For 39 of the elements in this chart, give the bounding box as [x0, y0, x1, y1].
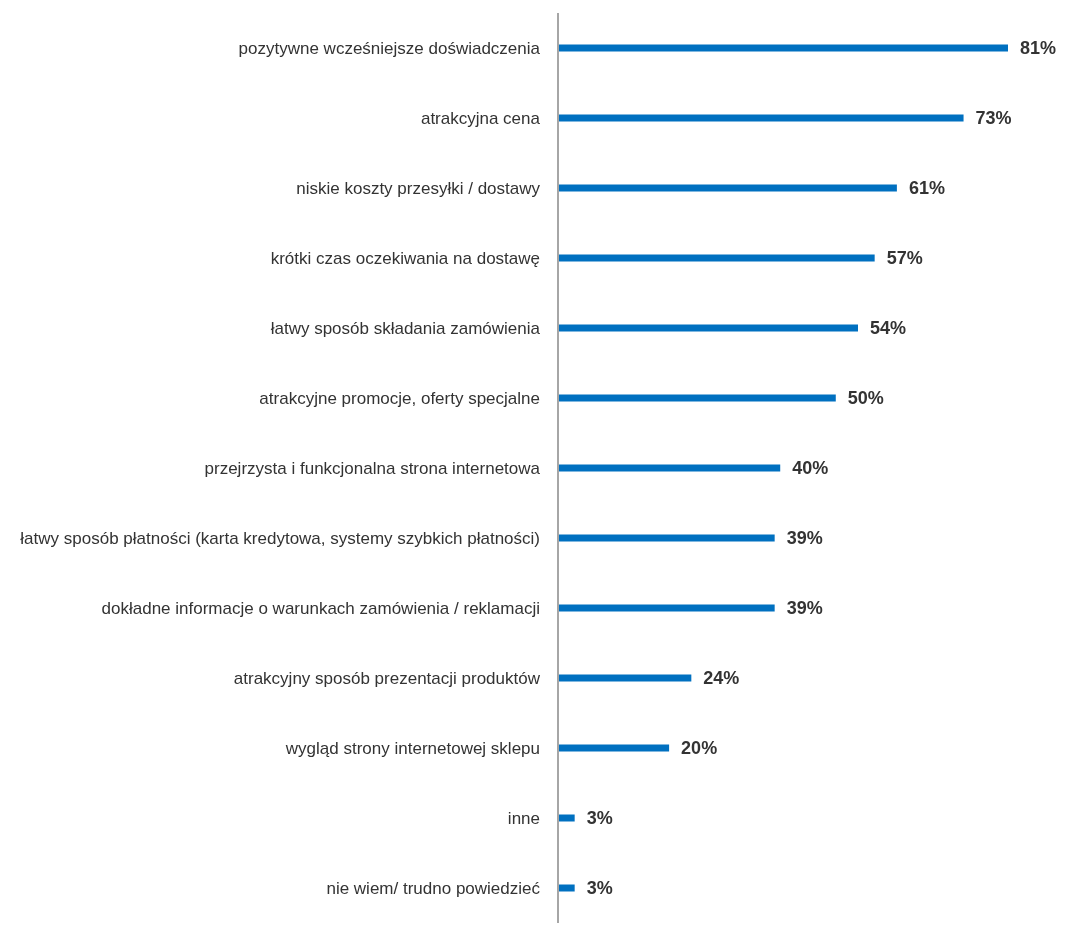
data-label: 40% [792, 458, 829, 479]
data-label: 54% [870, 318, 907, 339]
bar [558, 884, 575, 892]
y-tick-label: atrakcyjny sposób prezentacji produktów [233, 668, 541, 688]
y-tick-label: dokładne informacje o warunkach zamówienia / reklamacji [101, 598, 540, 618]
bar [558, 534, 775, 542]
data-label: 39% [786, 598, 823, 619]
data-label: 3% [586, 808, 613, 829]
bar [558, 44, 1008, 52]
y-tick-label: łatwy sposób składania zamówienia [270, 318, 541, 338]
bar [558, 464, 781, 472]
y-tick-label: nie wiem/ trudno powiedzieć [326, 878, 541, 898]
data-label: 81% [1020, 38, 1057, 59]
bar [558, 254, 875, 262]
y-tick-label: krótki czas oczekiwania na dostawę [270, 248, 540, 268]
data-label: 24% [703, 668, 740, 689]
data-label: 61% [908, 178, 945, 199]
bar [558, 184, 897, 192]
y-tick-label: niskie koszty przesyłki / dostawy [296, 178, 541, 198]
data-label: 39% [786, 528, 823, 549]
bar [558, 674, 692, 682]
y-tick-label: przejrzysta i funkcjonalna strona internetowa [204, 458, 541, 478]
data-label: 50% [847, 388, 884, 409]
bar [558, 744, 670, 752]
data-label: 73% [975, 108, 1012, 129]
y-tick-label: atrakcyjne promocje, oferty specjalne [259, 388, 540, 408]
bar [558, 814, 575, 822]
bar [558, 394, 836, 402]
y-tick-label: pozytywne wcześniejsze doświadczenia [238, 38, 541, 58]
bar [558, 604, 775, 612]
y-tick-label: łatwy sposób płatności (karta kredytowa, systemy szybkich płatności) [20, 528, 540, 548]
y-tick-label: atrakcyjna cena [420, 108, 541, 128]
y-tick-label: inne [507, 808, 540, 828]
data-label: 3% [586, 878, 613, 899]
bar [558, 324, 858, 332]
data-label: 57% [886, 248, 923, 269]
y-tick-label: wygląd strony internetowej sklepu [284, 738, 540, 758]
data-label: 20% [681, 738, 718, 759]
bar [558, 114, 964, 122]
